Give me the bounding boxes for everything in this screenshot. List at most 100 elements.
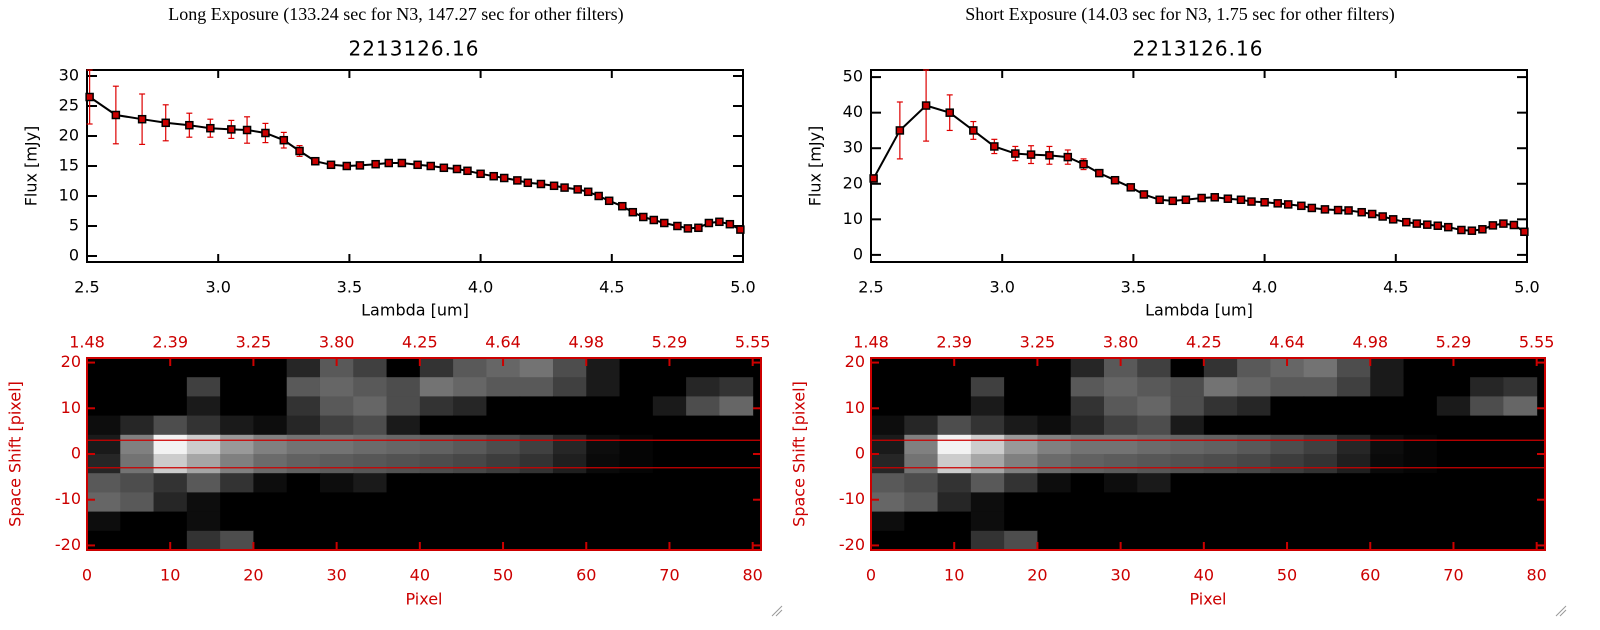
x2-tick-label: 1.48 bbox=[69, 333, 105, 352]
image-pixel bbox=[220, 511, 254, 532]
data-point bbox=[1478, 225, 1487, 234]
image-pixel bbox=[153, 530, 188, 551]
image-pixel bbox=[586, 454, 621, 474]
image-pixel bbox=[1237, 530, 1271, 551]
image-pixel bbox=[1004, 492, 1038, 513]
image-pixel bbox=[552, 434, 587, 455]
image-pixel bbox=[871, 377, 905, 397]
image-pixel bbox=[1103, 473, 1138, 493]
image-pixel bbox=[519, 473, 554, 493]
image-pixel bbox=[1370, 454, 1405, 474]
image-pixel bbox=[419, 415, 454, 436]
image-pixel bbox=[353, 530, 388, 551]
image-pixel bbox=[552, 415, 587, 436]
image-pixel bbox=[253, 415, 288, 436]
image-pixel bbox=[586, 358, 621, 378]
data-point bbox=[439, 163, 449, 173]
image-pixel bbox=[652, 396, 687, 417]
image-pixel bbox=[686, 473, 720, 493]
x2-tick-label: 3.25 bbox=[1020, 333, 1056, 352]
y-tick-label: 10 bbox=[61, 398, 81, 417]
image-pixel bbox=[519, 492, 554, 513]
image-pixel bbox=[1503, 454, 1538, 474]
x-tick-label: 5.0 bbox=[1514, 278, 1539, 297]
image-pixel bbox=[719, 415, 754, 436]
image-pixel bbox=[286, 377, 321, 397]
x-tick-label: 4.0 bbox=[468, 278, 493, 297]
image-pixel bbox=[186, 377, 221, 397]
image-pixel bbox=[586, 511, 621, 532]
resize-grip bbox=[771, 605, 1567, 617]
image-pixel bbox=[719, 473, 754, 493]
data-point bbox=[560, 183, 569, 192]
image-pixel bbox=[937, 358, 972, 378]
image-pixel bbox=[1004, 530, 1038, 551]
data-point bbox=[1320, 205, 1330, 214]
image-pixel bbox=[1270, 377, 1305, 397]
image-pixel bbox=[1203, 511, 1238, 532]
image-pixel bbox=[486, 396, 521, 417]
image-pixel bbox=[552, 396, 587, 417]
image-pixel bbox=[120, 358, 155, 378]
image-pixel bbox=[652, 415, 687, 436]
image-pixel bbox=[1103, 396, 1138, 417]
y-tick-label: -10 bbox=[839, 489, 865, 508]
image-pixel bbox=[186, 511, 221, 532]
image-pixel bbox=[1170, 473, 1205, 493]
image-pixel bbox=[1203, 454, 1238, 474]
image-pixel bbox=[1436, 396, 1471, 417]
image-pixel bbox=[871, 434, 905, 455]
data-point bbox=[1357, 207, 1366, 217]
image-pixel bbox=[552, 377, 587, 397]
image-pixel bbox=[220, 454, 254, 474]
image-pixel bbox=[353, 396, 388, 417]
image-pixel bbox=[87, 511, 121, 532]
image-pixel bbox=[419, 434, 454, 455]
image-pixel bbox=[619, 454, 654, 474]
image-pixel bbox=[1370, 434, 1405, 455]
image-pixel bbox=[1370, 473, 1405, 493]
image-pixel bbox=[1336, 396, 1371, 417]
data-point bbox=[452, 164, 462, 174]
y-tick-label: 0 bbox=[71, 444, 81, 463]
x-axis-label: Pixel bbox=[1189, 590, 1226, 609]
image-pixel bbox=[486, 434, 521, 455]
image-pixel bbox=[1237, 358, 1271, 378]
chart-title: 2213126.16 bbox=[349, 37, 480, 61]
data-point bbox=[111, 110, 121, 120]
data-point bbox=[1520, 227, 1529, 237]
image-pixel bbox=[486, 492, 521, 513]
x-tick-label: 0 bbox=[82, 566, 92, 585]
image-pixel bbox=[1403, 492, 1438, 513]
image-pixel bbox=[619, 396, 654, 417]
data-point bbox=[1126, 183, 1136, 192]
x-tick-label: 30 bbox=[326, 566, 346, 585]
y-tick-label: 40 bbox=[843, 102, 863, 121]
image-pixel bbox=[153, 492, 188, 513]
image-pixel bbox=[286, 511, 321, 532]
image-pixel bbox=[1103, 434, 1138, 455]
data-point bbox=[1139, 190, 1149, 199]
image-pixel bbox=[1403, 434, 1438, 455]
x-tick-label: 40 bbox=[1194, 566, 1214, 585]
image-pixel bbox=[319, 530, 354, 551]
data-point bbox=[1499, 219, 1508, 228]
image-pixel bbox=[386, 530, 421, 551]
x-tick-label: 20 bbox=[243, 566, 263, 585]
image-pixel bbox=[1070, 473, 1105, 493]
data-point bbox=[921, 101, 931, 110]
image-pixel bbox=[519, 511, 554, 532]
image-pixel bbox=[1436, 377, 1471, 397]
image-pixel bbox=[1237, 492, 1271, 513]
image-pixel bbox=[686, 492, 720, 513]
x-tick-label: 2.5 bbox=[858, 278, 883, 297]
image-pixel bbox=[87, 358, 121, 378]
data-point bbox=[1210, 193, 1219, 202]
data-point bbox=[895, 126, 905, 135]
data-point bbox=[1444, 222, 1453, 232]
image-pixel bbox=[253, 492, 288, 513]
data-point bbox=[185, 120, 194, 130]
image-pixel bbox=[120, 377, 155, 397]
image-pixel bbox=[1070, 530, 1105, 551]
image-pixel bbox=[652, 473, 687, 493]
